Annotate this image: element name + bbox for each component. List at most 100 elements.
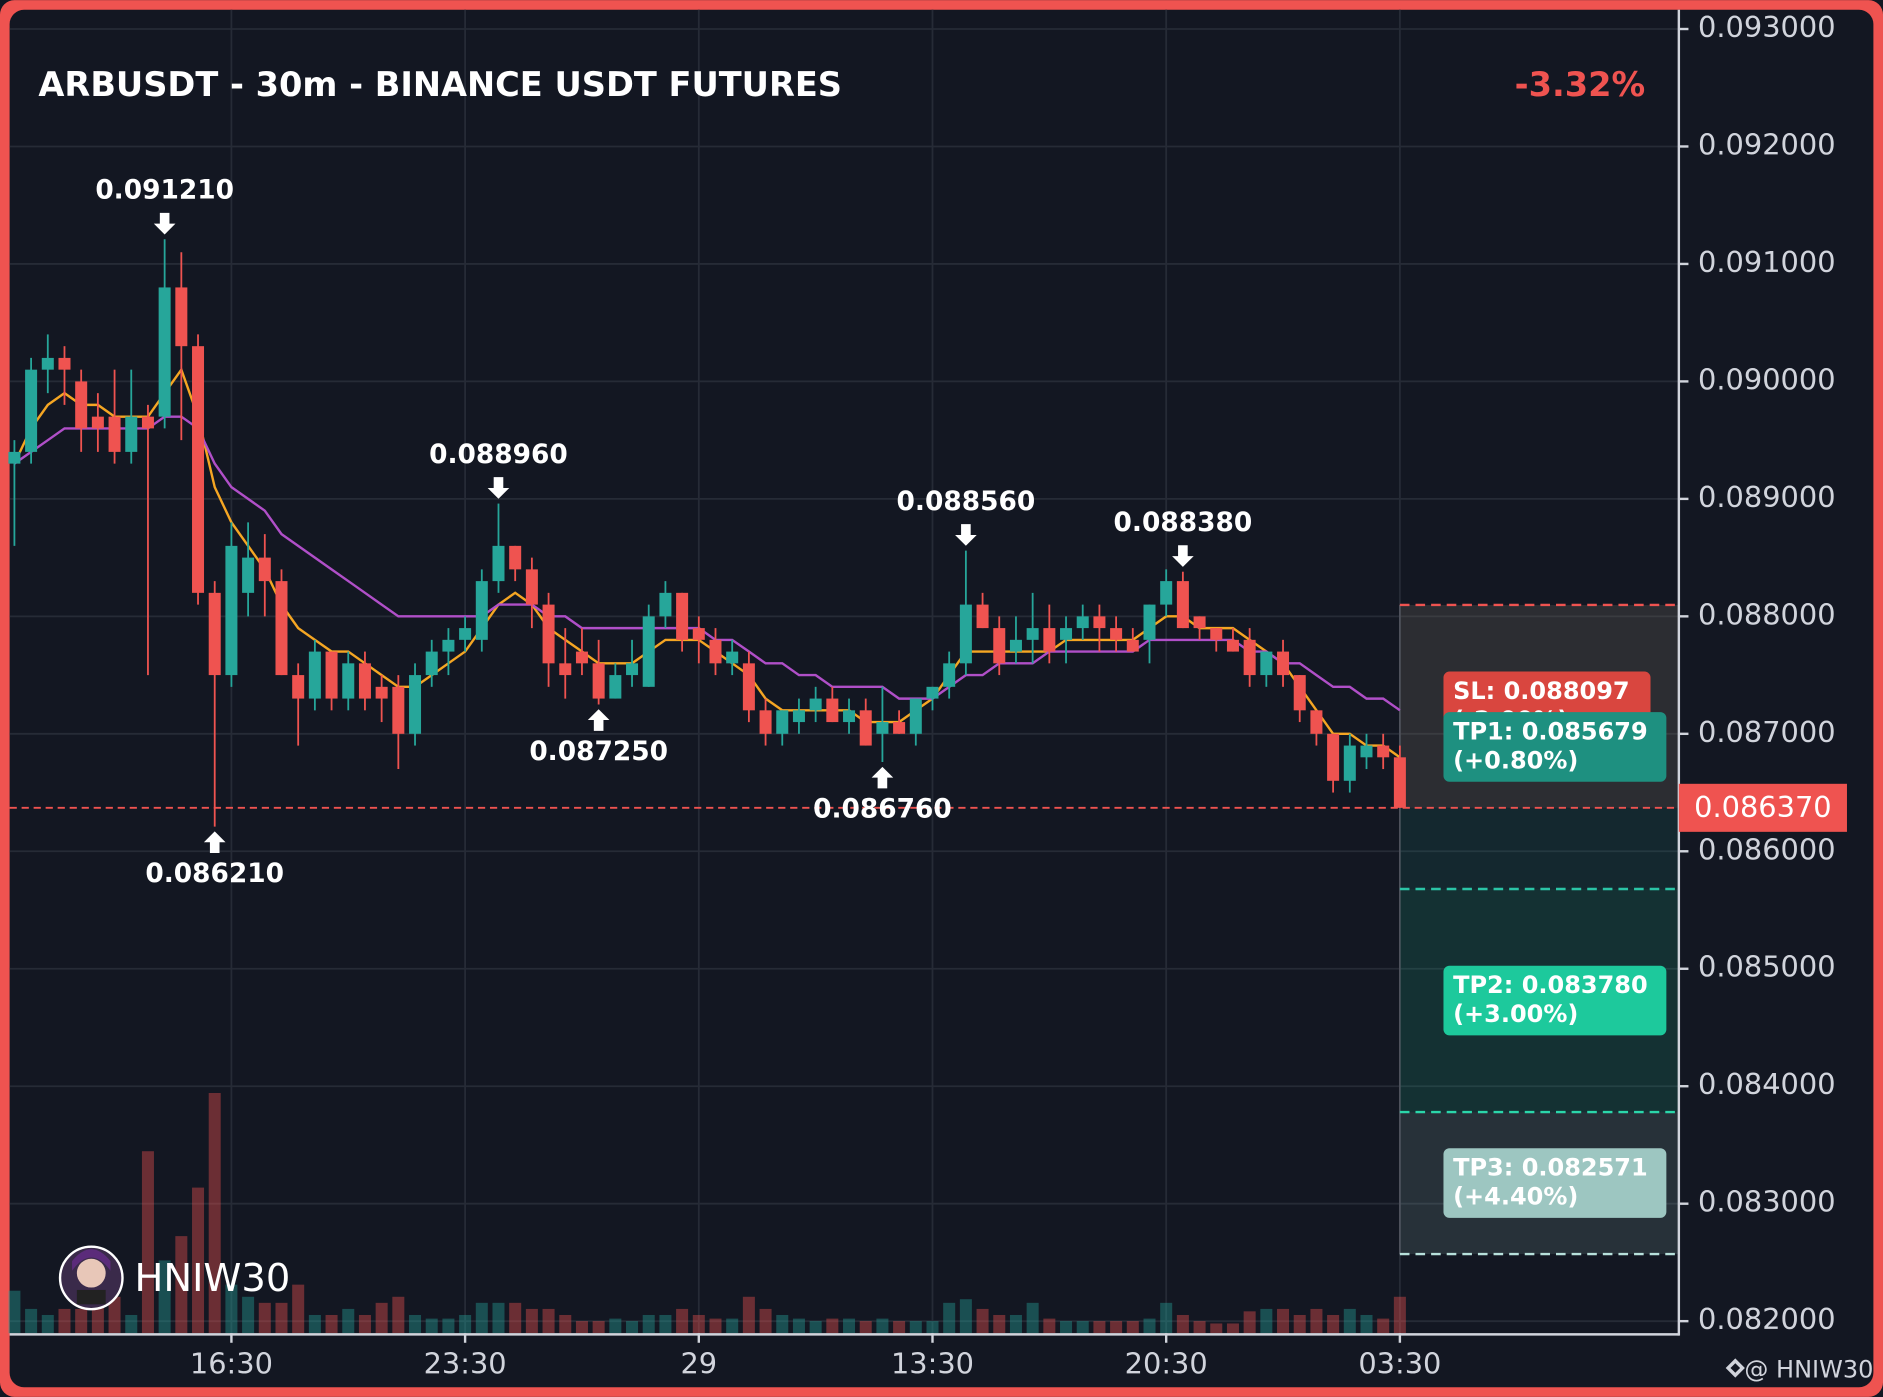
volume-bar [1226, 1323, 1239, 1334]
candle-body [592, 663, 605, 699]
candle-body [192, 346, 205, 593]
candle-body [792, 710, 805, 723]
level-label-box [1443, 712, 1667, 782]
annotation-label: 0.088380 [1114, 507, 1253, 538]
candle-body [1076, 616, 1089, 629]
candle-body [1327, 733, 1340, 781]
volume-bar [392, 1296, 405, 1334]
candle-body [1110, 628, 1123, 640]
candle-body [893, 722, 906, 734]
candle-body [726, 651, 739, 664]
plot [8, 239, 1406, 827]
volume-bar [1393, 1296, 1406, 1334]
y-tick-label: 0.089000 [1698, 480, 1835, 514]
volume-bar [1260, 1308, 1273, 1334]
annotation-label: 0.086210 [145, 858, 284, 889]
candle-body [275, 581, 288, 676]
background [9, 9, 1874, 1388]
candle-body [542, 604, 555, 664]
candle-body [342, 663, 355, 699]
volume-bar [258, 1302, 271, 1334]
candle-body [1193, 616, 1206, 629]
volume-bar [659, 1314, 672, 1334]
candle-body [1143, 604, 1156, 640]
volume-bar [626, 1321, 639, 1334]
volume-bar [1160, 1302, 1173, 1334]
candle-body [1043, 628, 1056, 652]
candle-body [158, 287, 171, 417]
candle-body [1126, 639, 1139, 652]
volume-bar [509, 1302, 522, 1334]
candle-body [58, 357, 71, 370]
volume-bar [1076, 1321, 1089, 1334]
level-label: TP1: 0.085679 [1453, 718, 1648, 746]
candle-body [1243, 639, 1256, 676]
candle-body [876, 722, 889, 734]
candle-body [25, 369, 38, 452]
candle-body [575, 651, 588, 664]
y-tick-label: 0.093000 [1698, 10, 1835, 44]
volume-bar [542, 1308, 555, 1334]
volume-pane [8, 1092, 1406, 1334]
volume-bar [993, 1314, 1006, 1334]
candle-body [41, 357, 54, 370]
candle-body [1393, 757, 1406, 808]
volume-bar [943, 1302, 956, 1334]
candle-body [75, 381, 88, 429]
price-label: 0.086370 [1694, 790, 1831, 824]
volume-bar [8, 1290, 21, 1334]
volume-bar [809, 1321, 822, 1334]
x-tick-label: 16:30 [190, 1347, 273, 1381]
candle-body [208, 592, 221, 676]
volume-bar [859, 1321, 872, 1334]
volume-bar [1126, 1321, 1139, 1334]
candle-body [8, 451, 21, 464]
candle-body [642, 616, 655, 687]
volume-bar [308, 1314, 321, 1334]
candle-body [108, 416, 121, 452]
y-tick-label: 0.086000 [1698, 832, 1835, 866]
y-tick-label: 0.084000 [1698, 1067, 1835, 1101]
candle-body [91, 416, 104, 429]
volume-bar [292, 1284, 305, 1334]
volume-bar [1293, 1314, 1306, 1334]
candle-body [976, 604, 989, 629]
candle-body [709, 639, 722, 664]
candle-body [1343, 745, 1356, 781]
volume-bar [1277, 1308, 1290, 1334]
volume-bar [876, 1318, 889, 1334]
candle-body [609, 675, 622, 699]
candle-body [225, 545, 238, 676]
volume-bar [776, 1314, 789, 1334]
candle-body [659, 592, 672, 617]
annotation-label: 0.088960 [429, 439, 568, 470]
volume-bar [1110, 1321, 1123, 1334]
x-tick-label: 03:30 [1358, 1347, 1441, 1381]
annotation-arrow [955, 524, 977, 546]
volume-bar [25, 1308, 38, 1334]
volume-bar [575, 1321, 588, 1334]
volume-bar [959, 1299, 972, 1334]
candle-body [308, 651, 321, 699]
x-tick-label: 13:30 [891, 1347, 974, 1381]
annotation-label: 0.087250 [529, 736, 668, 767]
overlay: SL: 0.088097(-2.00%)TP1: 0.085679(+0.80%… [9, 175, 1679, 1256]
volume-bar [325, 1314, 338, 1334]
candle-body [993, 628, 1006, 664]
candle-body [626, 663, 639, 676]
candle-body [125, 416, 138, 452]
exchange-icon [1725, 1358, 1745, 1378]
volume-bar [442, 1318, 455, 1334]
candle-body [525, 569, 538, 605]
level-pct: (+0.80%) [1453, 746, 1578, 774]
candle-body [1060, 628, 1073, 640]
volume-bar [158, 1260, 171, 1334]
volume-bar [642, 1314, 655, 1334]
candle-body [492, 545, 505, 582]
candle-body [1277, 651, 1290, 676]
y-tick-label: 0.083000 [1698, 1185, 1835, 1219]
volume-bar [475, 1302, 488, 1334]
annotation-label: 0.086760 [813, 794, 952, 825]
candle-body [809, 698, 822, 711]
